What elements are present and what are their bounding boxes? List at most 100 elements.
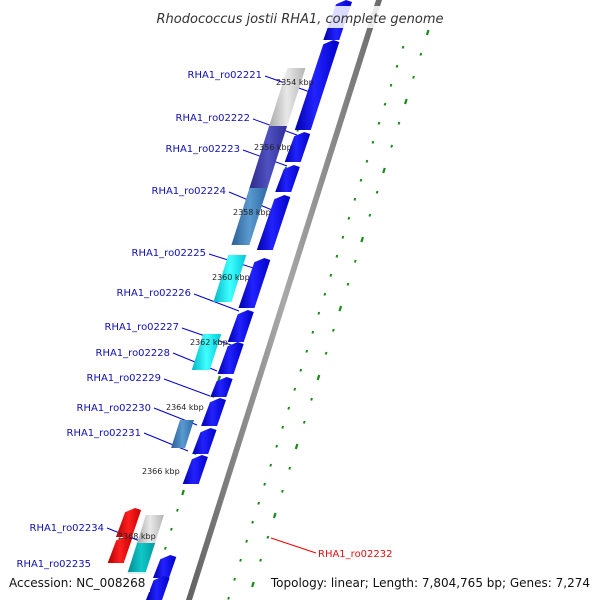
ruler-tick (281, 425, 285, 429)
ruler-tick (338, 305, 343, 312)
gene-ro02226-icon[interactable] (238, 258, 271, 308)
ruler-tick (239, 558, 242, 562)
ruler-kbp-labels: 2354 kbp 2356 kbp 2358 kbp 2360 kbp 2362 kbp… (118, 78, 314, 541)
ruler-tick (324, 351, 328, 355)
ruler-tick (323, 292, 327, 296)
ruler-tick (263, 482, 267, 486)
ruler-tick (389, 83, 393, 87)
gene-ro02231b-icon[interactable] (192, 428, 217, 454)
ruler-tick (329, 273, 333, 277)
gene-ro02234-icon[interactable] (153, 555, 177, 578)
gene-label-rha1-ro02230[interactable]: RHA1_ro02230 (77, 403, 152, 414)
ruler-tick (310, 397, 313, 401)
ruler-tick (341, 235, 345, 239)
ruler-tick (305, 349, 309, 353)
ruler-tick (288, 466, 292, 470)
gene-ro02228-icon[interactable] (191, 334, 222, 370)
ruler-tick (335, 254, 339, 258)
gene-label-rha1-ro02226[interactable]: RHA1_ro02226 (117, 288, 192, 299)
ruler-tick (375, 190, 379, 194)
gene-label-rha1-ro02227[interactable]: RHA1_ro02227 (105, 322, 180, 333)
gene-ro02224b-icon[interactable] (256, 195, 291, 250)
gene-label-rha1-ro02235[interactable]: RHA1_ro02235 (17, 559, 92, 570)
gene-ro02232-icon[interactable] (116, 508, 142, 537)
gene-label-rha1-ro02232[interactable]: RHA1_ro02232 (318, 549, 393, 560)
ruler-tick (383, 102, 387, 106)
ruler-tick (353, 259, 357, 263)
gene-label-rha1-ro02225[interactable]: RHA1_ro02225 (132, 248, 207, 259)
ruler-label: 2366 kbp (142, 467, 180, 476)
gene-ro02235-icon[interactable] (146, 576, 170, 600)
gene-label-rha1-ro02222[interactable]: RHA1_ro02222 (176, 113, 251, 124)
ruler-tick (404, 98, 408, 105)
gene-ro02222-icon[interactable] (248, 126, 288, 190)
gene-ro02228b-icon[interactable] (217, 342, 244, 374)
ruler-tick (382, 167, 386, 174)
ruler-tick (245, 539, 248, 543)
ruler-tick (233, 577, 236, 581)
topology-text: Topology: linear; Length: 7,804,765 bp; … (270, 576, 590, 590)
ruler-tick (377, 121, 381, 125)
ruler-tick (390, 144, 394, 148)
ruler-label: 2362 kbp (190, 338, 228, 347)
footer-topology-backdrop (266, 572, 596, 592)
ruler-tick-track-right (227, 45, 405, 600)
gene-ro02221b-icon[interactable] (294, 40, 340, 130)
ruler-tick (368, 213, 372, 217)
ruler-tick (217, 375, 221, 382)
ruler-tick (294, 443, 299, 450)
title-backdrop (140, 6, 460, 28)
ruler-tick (316, 374, 321, 381)
gene-labels: RHA1_ro02221 RHA1_ro02222 RHA1_ro02223 RHA1… (17, 70, 393, 570)
ruler-tick (332, 328, 335, 332)
ruler-tick (365, 159, 369, 163)
ruler-tick (299, 368, 303, 372)
ruler-label: 2360 kbp (212, 273, 250, 282)
gene-ro02227-icon[interactable] (227, 310, 254, 342)
ruler-tick (302, 420, 306, 424)
ruler-tick (395, 64, 399, 68)
ruler-label: 2364 kbp (166, 403, 204, 412)
ruler-tick (181, 489, 185, 496)
gene-features (107, 0, 352, 600)
gene-ro02233-icon[interactable] (127, 543, 156, 574)
gene-ro02222b-icon[interactable] (284, 132, 311, 162)
ruler-tick (275, 444, 279, 448)
gene-label-rha1-ro02234[interactable]: RHA1_ro02234 (30, 523, 105, 534)
footer-accession-backdrop (4, 572, 150, 592)
gene-label-rha1-ro02223[interactable]: RHA1_ro02223 (166, 144, 241, 155)
gene-ro02225-icon[interactable] (213, 255, 247, 302)
ruler-tick (269, 463, 273, 467)
gene-ro02224-icon[interactable] (231, 188, 268, 245)
ruler-tick (251, 520, 254, 524)
genome-backbone (186, 0, 382, 600)
ruler-tick (281, 489, 284, 493)
ruler-tick (251, 581, 255, 588)
ruler-tick-track-outer (251, 29, 430, 588)
gene-ro02232c-icon[interactable] (107, 536, 133, 563)
accession-text: Accession: NC_008268 (9, 576, 145, 590)
ruler-tick (371, 140, 375, 144)
gene-label-rha1-ro02231[interactable]: RHA1_ro02231 (67, 428, 142, 439)
ruler-tick (227, 596, 230, 600)
ruler-tick (293, 387, 297, 391)
gene-ro02232b-icon[interactable] (136, 515, 164, 545)
ruler-tick (257, 501, 260, 505)
gene-label-rha1-ro02221[interactable]: RHA1_ro02221 (188, 70, 263, 81)
ruler-tick (401, 45, 405, 49)
gene-ro02231-icon[interactable] (171, 420, 194, 448)
gene-label-rha1-ro02229[interactable]: RHA1_ro02229 (87, 373, 162, 384)
gene-ro02221-icon[interactable] (268, 68, 306, 128)
gene-label-rha1-ro02224[interactable]: RHA1_ro02224 (152, 186, 227, 197)
ruler-tick (425, 29, 430, 36)
ruler-tick (164, 546, 167, 550)
gene-label-rha1-ro02228[interactable]: RHA1_ro02228 (96, 348, 171, 359)
ruler-tick (317, 311, 321, 315)
gene-ro02223-icon[interactable] (275, 165, 300, 192)
ruler-tick (397, 121, 401, 125)
gene-ro02230-icon[interactable] (201, 398, 226, 426)
gene-ro02231c-icon[interactable] (182, 455, 208, 484)
ruler-label: 2368 kbp (118, 532, 156, 541)
gene-ro02229-icon[interactable] (210, 377, 233, 397)
